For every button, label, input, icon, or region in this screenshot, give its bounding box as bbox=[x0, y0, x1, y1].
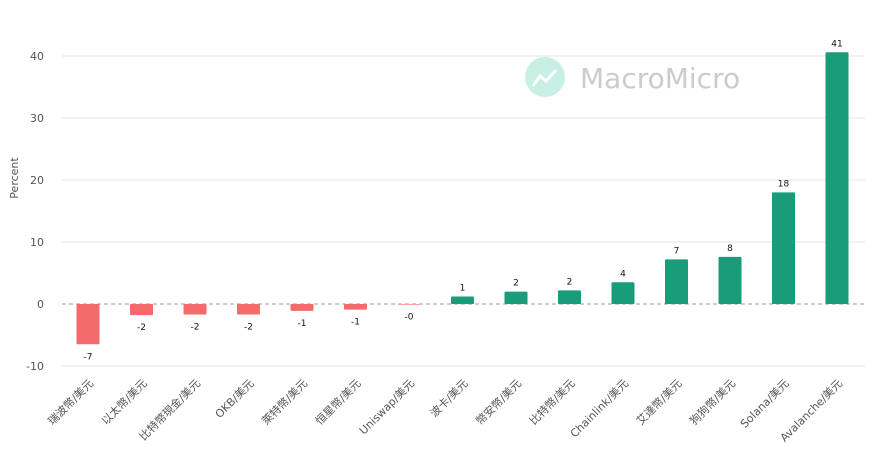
gridlines bbox=[62, 55, 865, 367]
x-tick-label: OKB/美元 bbox=[213, 377, 257, 421]
x-tick-label: 瑞波幣/美元 bbox=[45, 376, 96, 427]
data-label: -1 bbox=[298, 319, 307, 329]
data-label: -2 bbox=[137, 323, 146, 333]
y-tick-label: 20 bbox=[30, 174, 44, 187]
bar[interactable] bbox=[397, 304, 421, 305]
data-label: 7 bbox=[674, 246, 680, 256]
x-tick-label: 以太幣/美元 bbox=[99, 377, 150, 428]
bar[interactable] bbox=[451, 296, 474, 304]
bar[interactable] bbox=[718, 256, 742, 304]
bars bbox=[76, 52, 849, 345]
bar[interactable] bbox=[611, 282, 635, 304]
data-label: 1 bbox=[460, 284, 466, 294]
y-tick-label: 0 bbox=[37, 298, 44, 311]
bar[interactable] bbox=[237, 304, 260, 315]
y-tick-label: 30 bbox=[30, 112, 44, 125]
data-label: -2 bbox=[191, 323, 200, 333]
data-label: 2 bbox=[567, 277, 573, 287]
x-tick-label: 波卡/美元 bbox=[428, 377, 471, 420]
data-label: -1 bbox=[351, 318, 360, 328]
watermark-logo-icon bbox=[525, 57, 565, 97]
x-tick-label: 狗狗幣/美元 bbox=[687, 377, 738, 428]
data-label: -2 bbox=[244, 323, 253, 333]
data-label: 4 bbox=[620, 269, 626, 279]
bar[interactable] bbox=[665, 259, 688, 304]
bar[interactable] bbox=[76, 304, 100, 345]
watermark-text: MacroMicro bbox=[580, 62, 740, 95]
data-labels: -7 -2 -2 -2 -1 -1 -0 1 2 2 4 7 8 18 41 bbox=[84, 39, 843, 362]
y-axis-label: Percent bbox=[8, 157, 21, 199]
x-tick-label: 艾達幣/美元 bbox=[634, 377, 685, 428]
bar[interactable] bbox=[558, 290, 581, 304]
bar[interactable] bbox=[130, 304, 153, 316]
data-label: -7 bbox=[84, 352, 93, 362]
y-tick-label: 40 bbox=[30, 50, 44, 63]
data-label: 2 bbox=[513, 279, 519, 289]
bar[interactable] bbox=[772, 192, 795, 304]
bar[interactable] bbox=[344, 304, 367, 310]
y-tick-label: -10 bbox=[26, 360, 44, 373]
x-tick-label: 萊特幣/美元 bbox=[259, 376, 310, 427]
bar[interactable] bbox=[290, 304, 314, 311]
x-tick-label: Uniswap/美元 bbox=[357, 377, 417, 437]
x-tick-label: 恒星幣/美元 bbox=[313, 377, 364, 428]
watermark-trend-icon bbox=[531, 68, 558, 87]
y-axis: -10 0 10 20 30 40 bbox=[26, 50, 44, 373]
data-label: 8 bbox=[727, 244, 733, 254]
watermark: MacroMicro bbox=[525, 57, 740, 97]
bar[interactable] bbox=[825, 52, 849, 304]
y-tick-label: 10 bbox=[30, 236, 44, 249]
data-label: 18 bbox=[778, 179, 790, 189]
bar[interactable] bbox=[504, 291, 528, 304]
data-label: -0 bbox=[405, 313, 414, 323]
x-tick-label: Solana/美元 bbox=[738, 377, 792, 431]
data-label: 41 bbox=[831, 39, 842, 49]
x-tick-label: 幣安幣/美元 bbox=[473, 376, 524, 427]
bar[interactable] bbox=[183, 304, 207, 315]
x-tick-label: 比特幣/美元 bbox=[526, 376, 577, 427]
